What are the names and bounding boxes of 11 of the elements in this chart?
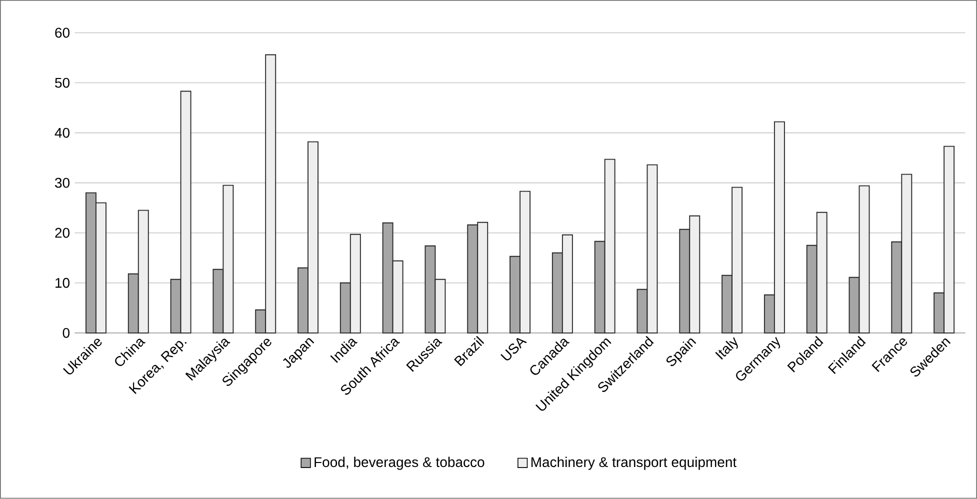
y-tick-label: 0 [62, 328, 70, 338]
y-tick-label: 40 [54, 128, 70, 138]
legend-label: Food, beverages & tobacco [314, 456, 484, 470]
y-tick-label: 10 [56, 278, 70, 288]
y-tick-label: 60 [55, 28, 70, 38]
x-tick-label: Italy [715, 337, 738, 360]
y-tick-label: 20 [55, 228, 70, 238]
y-tick-label: 30 [55, 178, 70, 188]
y-tick-label: 50 [55, 78, 70, 88]
legend-label: Machinery & transport equipment [531, 456, 737, 470]
x-tick-label: USA [500, 338, 527, 360]
